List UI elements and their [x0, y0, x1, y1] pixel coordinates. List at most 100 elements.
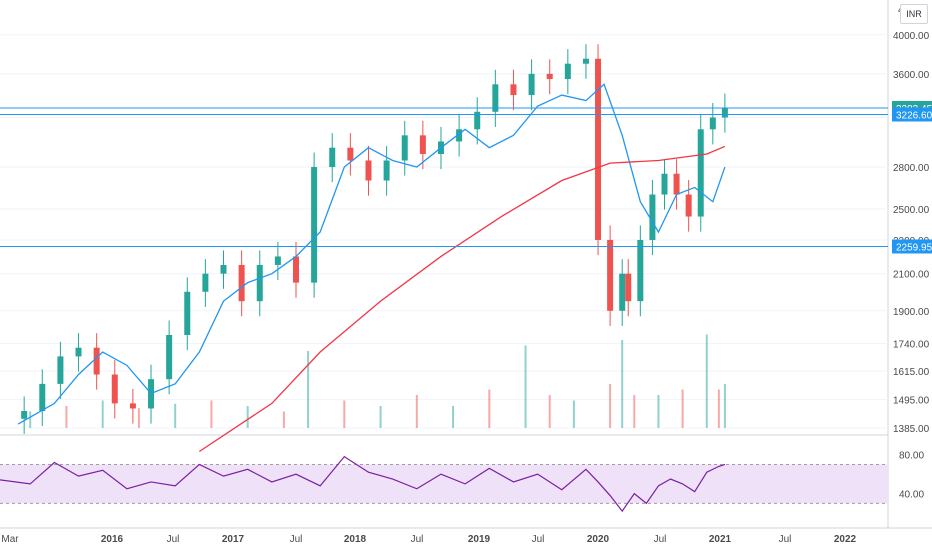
ma_long-line [198, 145, 726, 453]
candle-body [510, 84, 517, 96]
rsi-tick-1: 40.00 [899, 490, 924, 501]
candle-body [21, 410, 28, 419]
candle-body [661, 173, 668, 195]
price-tick-7: 1900.00 [893, 307, 930, 318]
rsi-band [0, 464, 888, 504]
volume-bar [282, 411, 285, 428]
candle-body [311, 167, 318, 283]
price-tick-10: 1495.00 [893, 396, 930, 407]
candle-body [293, 256, 299, 283]
time-tick-9: 2020 [587, 534, 610, 545]
candle-body [582, 58, 589, 64]
candle-body [111, 374, 118, 404]
volume-bar [307, 351, 310, 428]
candle-body [709, 117, 716, 130]
candle-body [456, 129, 463, 142]
volume-bar [246, 406, 249, 428]
volume-bar [379, 406, 382, 428]
candle-body [685, 194, 692, 217]
price-tick-9: 1615.00 [893, 367, 930, 378]
price-tick-1: 3600.00 [893, 70, 930, 81]
candle-body [649, 194, 656, 240]
candle-body [721, 108, 728, 118]
price-tick-3: 2800.00 [893, 163, 930, 174]
candle-body [625, 273, 632, 302]
candle-body [673, 173, 680, 195]
time-tick-5: 2018 [344, 534, 367, 545]
candle-body [238, 264, 245, 302]
candle-body [697, 129, 704, 217]
time-tick-2: Jul [167, 534, 180, 545]
candle-body [528, 73, 535, 96]
currency-badge[interactable]: INR [900, 4, 928, 24]
candle-body [75, 347, 82, 357]
price-label-2: 2259.95 [896, 242, 932, 253]
candle-body [383, 160, 390, 181]
volume-bar [488, 389, 491, 428]
volume-bar [101, 400, 104, 428]
time-tick-10: Jul [654, 534, 667, 545]
volume-bar [174, 403, 177, 428]
candle-body [93, 347, 100, 375]
price-label-bg [892, 107, 932, 122]
volume-bar [137, 408, 140, 428]
volume-bar [609, 384, 612, 428]
volume-bar [681, 389, 684, 428]
volume-bar [717, 389, 720, 428]
time-tick-6: Jul [411, 534, 424, 545]
candle-body [202, 273, 209, 292]
ma_short-line [17, 83, 726, 425]
volume-bar [723, 384, 726, 428]
volume-bar [29, 411, 32, 428]
volume-bar [633, 395, 636, 428]
candle-body [184, 291, 191, 335]
volume-bars [29, 334, 726, 428]
price-tick-4: 2500.00 [893, 205, 930, 216]
volume-bar [621, 340, 624, 428]
volume-bar [415, 395, 418, 428]
moving-averages [17, 83, 726, 453]
candle-body [564, 63, 571, 80]
rsi-pane [0, 455, 888, 513]
candle-body [329, 147, 336, 168]
candle-body [401, 135, 408, 161]
volume-bar [65, 406, 68, 428]
volume-bar [572, 400, 575, 428]
price-tick-0: 4000.00 [893, 31, 930, 42]
time-axis[interactable]: Mar 2016 Jul 2017 Jul 2018 Jul 2019 Jul 2020 Jul 20… [1, 534, 856, 545]
volume-bar [548, 395, 551, 428]
price-tick-8: 1740.00 [893, 339, 930, 350]
candle-body [637, 239, 644, 302]
candle-body [595, 58, 602, 240]
rsi-line [0, 455, 726, 513]
candle-body [474, 111, 481, 130]
price-label-bg [892, 239, 932, 254]
candle-body [220, 264, 227, 274]
candle-body [492, 84, 499, 112]
time-tick-0: Mar [1, 534, 19, 545]
candle-body [607, 239, 614, 311]
time-tick-8: Jul [532, 534, 545, 545]
volume-bar [210, 400, 213, 428]
candle-body [365, 160, 372, 181]
time-tick-12: Jul [779, 534, 792, 545]
rsi-tick-0: 80.00 [899, 451, 924, 462]
candle-body [256, 264, 263, 302]
volume-bar [705, 334, 708, 428]
volume-bar [657, 395, 660, 428]
price-tick-6: 2100.00 [893, 270, 930, 281]
candle-body [419, 135, 426, 155]
volume-bar [343, 400, 346, 428]
candle-body [546, 73, 553, 80]
grid-lines [0, 0, 932, 529]
candle-body [347, 147, 354, 161]
time-tick-3: 2017 [222, 534, 245, 545]
candle-body [166, 334, 173, 380]
candle-body [619, 273, 626, 311]
time-tick-1: 2016 [101, 534, 124, 545]
time-tick-11: 2021 [709, 534, 732, 545]
volume-bar [524, 345, 527, 428]
horizontal-lines [0, 107, 888, 247]
time-tick-13: 2022 [834, 534, 857, 545]
